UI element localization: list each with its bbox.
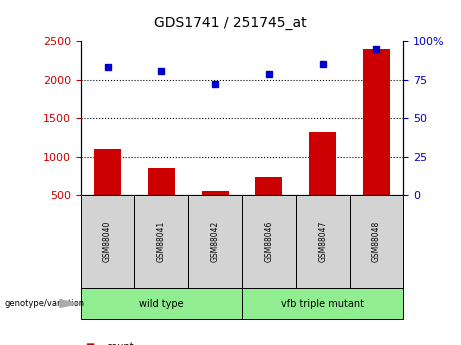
Bar — [363, 49, 390, 195]
Text: GSM88048: GSM88048 — [372, 221, 381, 262]
Text: GDS1741 / 251745_at: GDS1741 / 251745_at — [154, 16, 307, 30]
Bar — [309, 132, 336, 195]
Text: ■: ■ — [85, 342, 95, 345]
Text: GSM88046: GSM88046 — [265, 221, 273, 262]
Bar — [201, 191, 229, 195]
Text: wild type: wild type — [139, 299, 183, 308]
Text: vfb triple mutant: vfb triple mutant — [281, 299, 364, 308]
Text: GSM88047: GSM88047 — [318, 221, 327, 262]
Text: GSM88041: GSM88041 — [157, 221, 166, 262]
Bar — [148, 168, 175, 195]
Text: GSM88040: GSM88040 — [103, 221, 112, 262]
Text: genotype/variation: genotype/variation — [5, 299, 85, 308]
Text: GSM88042: GSM88042 — [211, 221, 219, 262]
Text: count: count — [106, 342, 134, 345]
Bar — [94, 149, 121, 195]
Bar — [255, 177, 282, 195]
